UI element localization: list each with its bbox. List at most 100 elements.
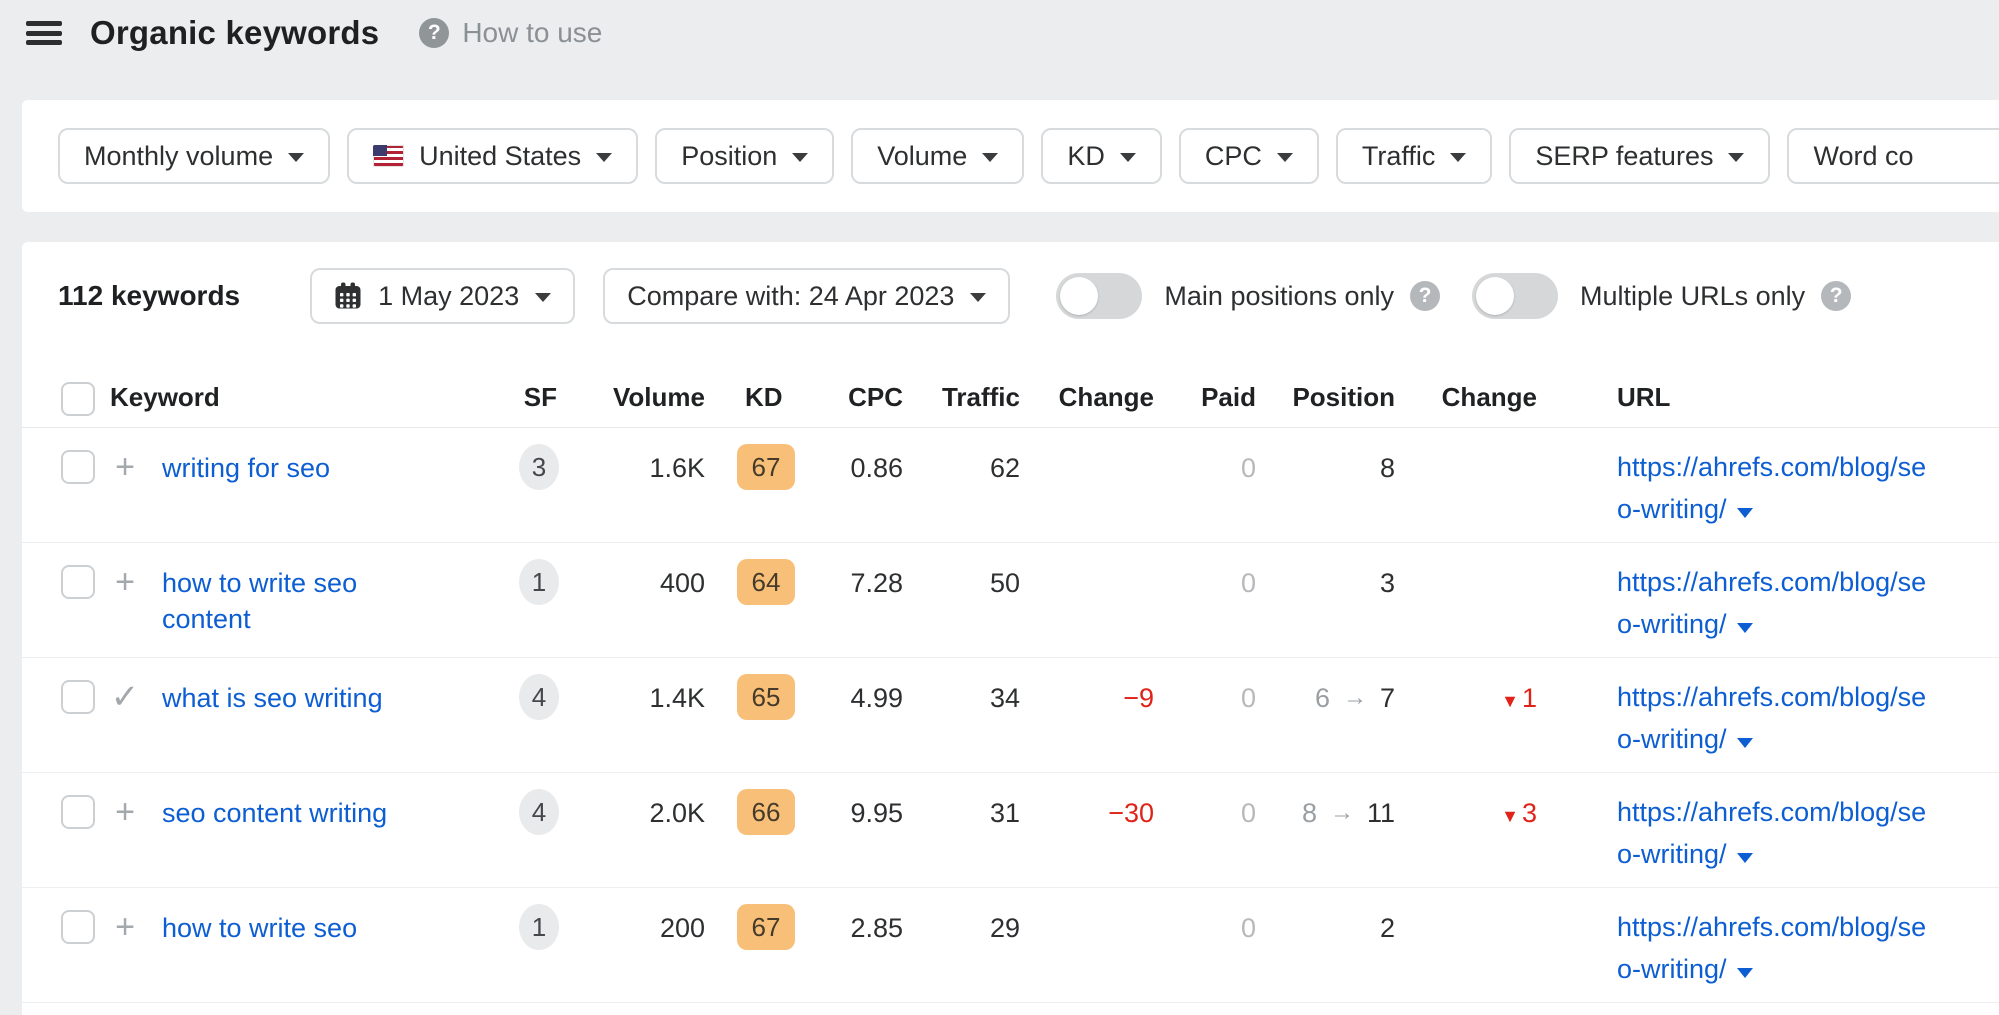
filter-label: Monthly volume [84, 140, 274, 171]
filter-volume[interactable]: Volume [851, 128, 1025, 184]
keyword-link[interactable]: seo content writing [162, 798, 388, 828]
kd-badge: 64 [737, 559, 795, 605]
traffic-value: 50 [989, 568, 1020, 598]
cpc-value: 4.99 [850, 683, 903, 713]
header-traffic[interactable]: Traffic [941, 382, 1020, 412]
url-link[interactable]: https://ahrefs.com/blog/se o-writing/ [1617, 912, 1927, 984]
expand-icon[interactable]: + [115, 793, 135, 831]
cpc-value: 2.85 [850, 913, 903, 943]
cpc-value: 7.28 [850, 568, 903, 598]
position-current: 8 [1379, 453, 1395, 483]
down-triangle-icon: ▼ [1501, 691, 1519, 711]
row-checkbox[interactable] [61, 910, 95, 944]
filter-word-count[interactable]: Word co [1787, 128, 1999, 184]
filter-kd[interactable]: KD [1041, 128, 1162, 184]
url-link[interactable]: https://ahrefs.com/blog/se o-writing/ [1617, 567, 1927, 639]
traffic-value: 34 [989, 683, 1020, 713]
filter-monthly-volume[interactable]: Monthly volume [58, 128, 331, 184]
toggle-knob [1060, 277, 1099, 315]
keyword-link[interactable]: how to write seo content [162, 568, 358, 634]
filter-country[interactable]: United States [347, 128, 639, 184]
filter-label: Position [681, 140, 778, 171]
header-cpc[interactable]: CPC [848, 382, 903, 412]
position-current: 7 [1379, 683, 1395, 713]
filter-label: United States [419, 140, 582, 171]
url-link[interactable]: https://ahrefs.com/blog/se o-writing/ [1617, 797, 1927, 869]
position-cell: 6 → 7 [1257, 658, 1417, 716]
header-kd[interactable]: KD [745, 382, 783, 412]
date-picker-button[interactable]: 1 May 2023 [310, 268, 576, 324]
position-cell: 2 [1257, 888, 1417, 946]
expand-icon[interactable]: ✓ [110, 678, 140, 716]
url-dropdown-icon[interactable] [1736, 853, 1753, 863]
keyword-count: 112 keywords [58, 280, 241, 311]
traffic-change-value [1022, 888, 1157, 910]
position-current: 3 [1379, 568, 1395, 598]
cpc-value: 9.95 [850, 798, 903, 828]
header-url[interactable]: URL [1617, 382, 1671, 412]
header-position[interactable]: Position [1292, 382, 1395, 412]
url-link[interactable]: https://ahrefs.com/blog/se o-writing/ [1617, 682, 1927, 754]
url-dropdown-icon[interactable] [1736, 738, 1753, 748]
cpc-value: 0.86 [850, 453, 903, 483]
keywords-panel: 112 keywords 1 May 2023 Compare with: 24… [22, 242, 1999, 1015]
row-checkbox[interactable] [61, 565, 95, 599]
question-mark-icon[interactable]: ? [1821, 281, 1852, 311]
hamburger-menu-icon[interactable] [24, 16, 64, 50]
select-all-checkbox[interactable] [61, 382, 95, 416]
url-dropdown-icon[interactable] [1736, 968, 1753, 978]
row-checkbox[interactable] [61, 680, 95, 714]
header-change[interactable]: Change [1058, 382, 1154, 412]
header-sf[interactable]: SF [523, 382, 557, 412]
traffic-change-value: −30 [1108, 798, 1154, 828]
position-change-cell [1417, 543, 1552, 565]
chevron-down-icon [1728, 153, 1745, 162]
filter-bar: Monthly volume United States Position Vo… [22, 100, 1999, 212]
main-positions-toggle[interactable] [1056, 273, 1143, 319]
chevron-down-icon [596, 153, 613, 162]
multiple-urls-toggle[interactable] [1472, 273, 1559, 319]
chevron-down-icon [535, 293, 552, 302]
filter-cpc[interactable]: CPC [1178, 128, 1319, 184]
paid-value: 0 [1240, 683, 1256, 713]
filter-position[interactable]: Position [655, 128, 835, 184]
position-current: 2 [1379, 913, 1395, 943]
expand-icon[interactable]: + [115, 908, 135, 946]
position-change-cell: ▼ 3 [1417, 773, 1552, 834]
header-keyword[interactable]: Keyword [110, 382, 220, 412]
row-checkbox[interactable] [61, 795, 95, 829]
position-change-value: 1 [1521, 683, 1537, 713]
table-row: + writing for seo 3 1.6K 67 0.86 62 0 8 … [22, 428, 1999, 543]
question-mark-icon[interactable]: ? [1410, 281, 1441, 311]
position-change-cell [1417, 428, 1552, 450]
filter-label: Volume [877, 140, 968, 171]
question-mark-icon[interactable]: ? [419, 18, 450, 48]
filter-label: Traffic [1361, 140, 1436, 171]
traffic-value: 29 [989, 913, 1020, 943]
us-flag-icon [373, 145, 405, 167]
volume-value: 400 [659, 568, 705, 598]
traffic-change-value: −9 [1123, 683, 1154, 713]
filter-traffic[interactable]: Traffic [1335, 128, 1493, 184]
url-dropdown-icon[interactable] [1736, 508, 1753, 518]
header-paid[interactable]: Paid [1201, 382, 1256, 412]
header-volume[interactable]: Volume [613, 382, 705, 412]
keyword-link[interactable]: what is seo writing [162, 683, 383, 713]
url-dropdown-icon[interactable] [1736, 623, 1753, 633]
volume-value: 200 [659, 913, 705, 943]
kd-badge: 65 [737, 674, 795, 720]
header-position-change[interactable]: Change [1441, 382, 1537, 412]
table-row: + how to write seo 1 200 67 2.85 29 0 2 … [22, 888, 1999, 1003]
url-link[interactable]: https://ahrefs.com/blog/se o-writing/ [1617, 452, 1927, 524]
filter-serp-features[interactable]: SERP features [1509, 128, 1771, 184]
keyword-link[interactable]: how to write seo [162, 913, 358, 943]
expand-icon[interactable]: + [115, 448, 135, 486]
expand-icon[interactable]: + [115, 563, 135, 601]
chevron-down-icon [970, 293, 987, 302]
keyword-link[interactable]: writing for seo [162, 453, 331, 483]
compare-with-button[interactable]: Compare with: 24 Apr 2023 [603, 268, 1011, 324]
row-checkbox[interactable] [61, 450, 95, 484]
volume-value: 1.6K [649, 453, 705, 483]
how-to-use-link[interactable]: How to use [462, 17, 603, 48]
chevron-down-icon [1119, 153, 1136, 162]
